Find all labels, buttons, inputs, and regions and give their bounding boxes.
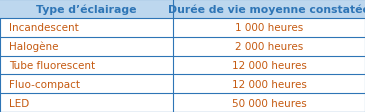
Text: Halogène: Halogène	[9, 41, 59, 52]
Text: Incandescent: Incandescent	[9, 23, 79, 33]
Text: 1 000 heures: 1 000 heures	[235, 23, 303, 33]
Text: 12 000 heures: 12 000 heures	[232, 79, 307, 89]
Text: 12 000 heures: 12 000 heures	[232, 60, 307, 70]
Text: Type d’éclairage: Type d’éclairage	[36, 4, 137, 15]
Text: Durée de vie moyenne constatée: Durée de vie moyenne constatée	[168, 4, 365, 15]
Text: Tube fluorescent: Tube fluorescent	[9, 60, 95, 70]
Text: LED: LED	[9, 98, 29, 108]
Text: 2 000 heures: 2 000 heures	[235, 42, 303, 52]
Bar	[0, 0, 365, 19]
Text: Fluo-compact: Fluo-compact	[9, 79, 80, 89]
Text: 50 000 heures: 50 000 heures	[232, 98, 307, 108]
